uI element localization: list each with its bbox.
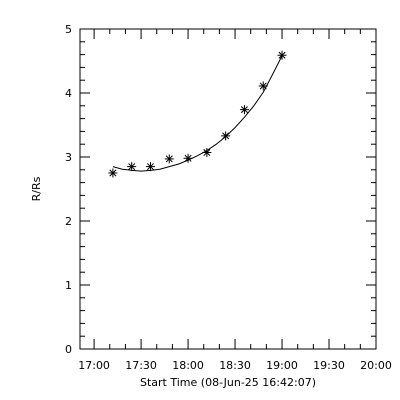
x-tick-label: 17:00: [78, 359, 110, 372]
data-point: [145, 162, 155, 172]
y-tick-label: 5: [65, 23, 72, 36]
x-tick-label: 20:00: [360, 359, 392, 372]
y-axis-label: R/Rs: [30, 176, 43, 201]
x-tick-label: 18:00: [172, 359, 204, 372]
data-point: [183, 153, 193, 163]
x-axis-label: Start Time (08-Jun-25 16:42:07): [140, 376, 316, 389]
data-point: [202, 148, 212, 158]
x-tick-label: 18:30: [219, 359, 251, 372]
data-point: [221, 131, 231, 141]
data-point: [164, 154, 174, 164]
data-point: [239, 105, 249, 115]
plot-frame: [79, 28, 377, 350]
y-tick-label: 0: [65, 343, 72, 356]
y-tick-label: 1: [65, 279, 72, 292]
x-tick-label: 17:30: [125, 359, 157, 372]
x-tick-label: 19:30: [313, 359, 345, 372]
data-points: [108, 50, 287, 178]
data-point: [127, 162, 137, 172]
x-tick-label: 19:00: [266, 359, 298, 372]
y-tick-label: 4: [65, 87, 72, 100]
axes: 17:00 17:30 18:00 18:30 19:00 19:30 20:00 0 1 2 3 4…: [65, 23, 392, 372]
y-tick-label: 2: [65, 215, 72, 228]
y-tick-label: 3: [65, 151, 72, 164]
data-point: [277, 50, 287, 60]
fit-curve: [112, 55, 283, 172]
data-point: [258, 81, 268, 91]
data-point: [108, 168, 118, 178]
